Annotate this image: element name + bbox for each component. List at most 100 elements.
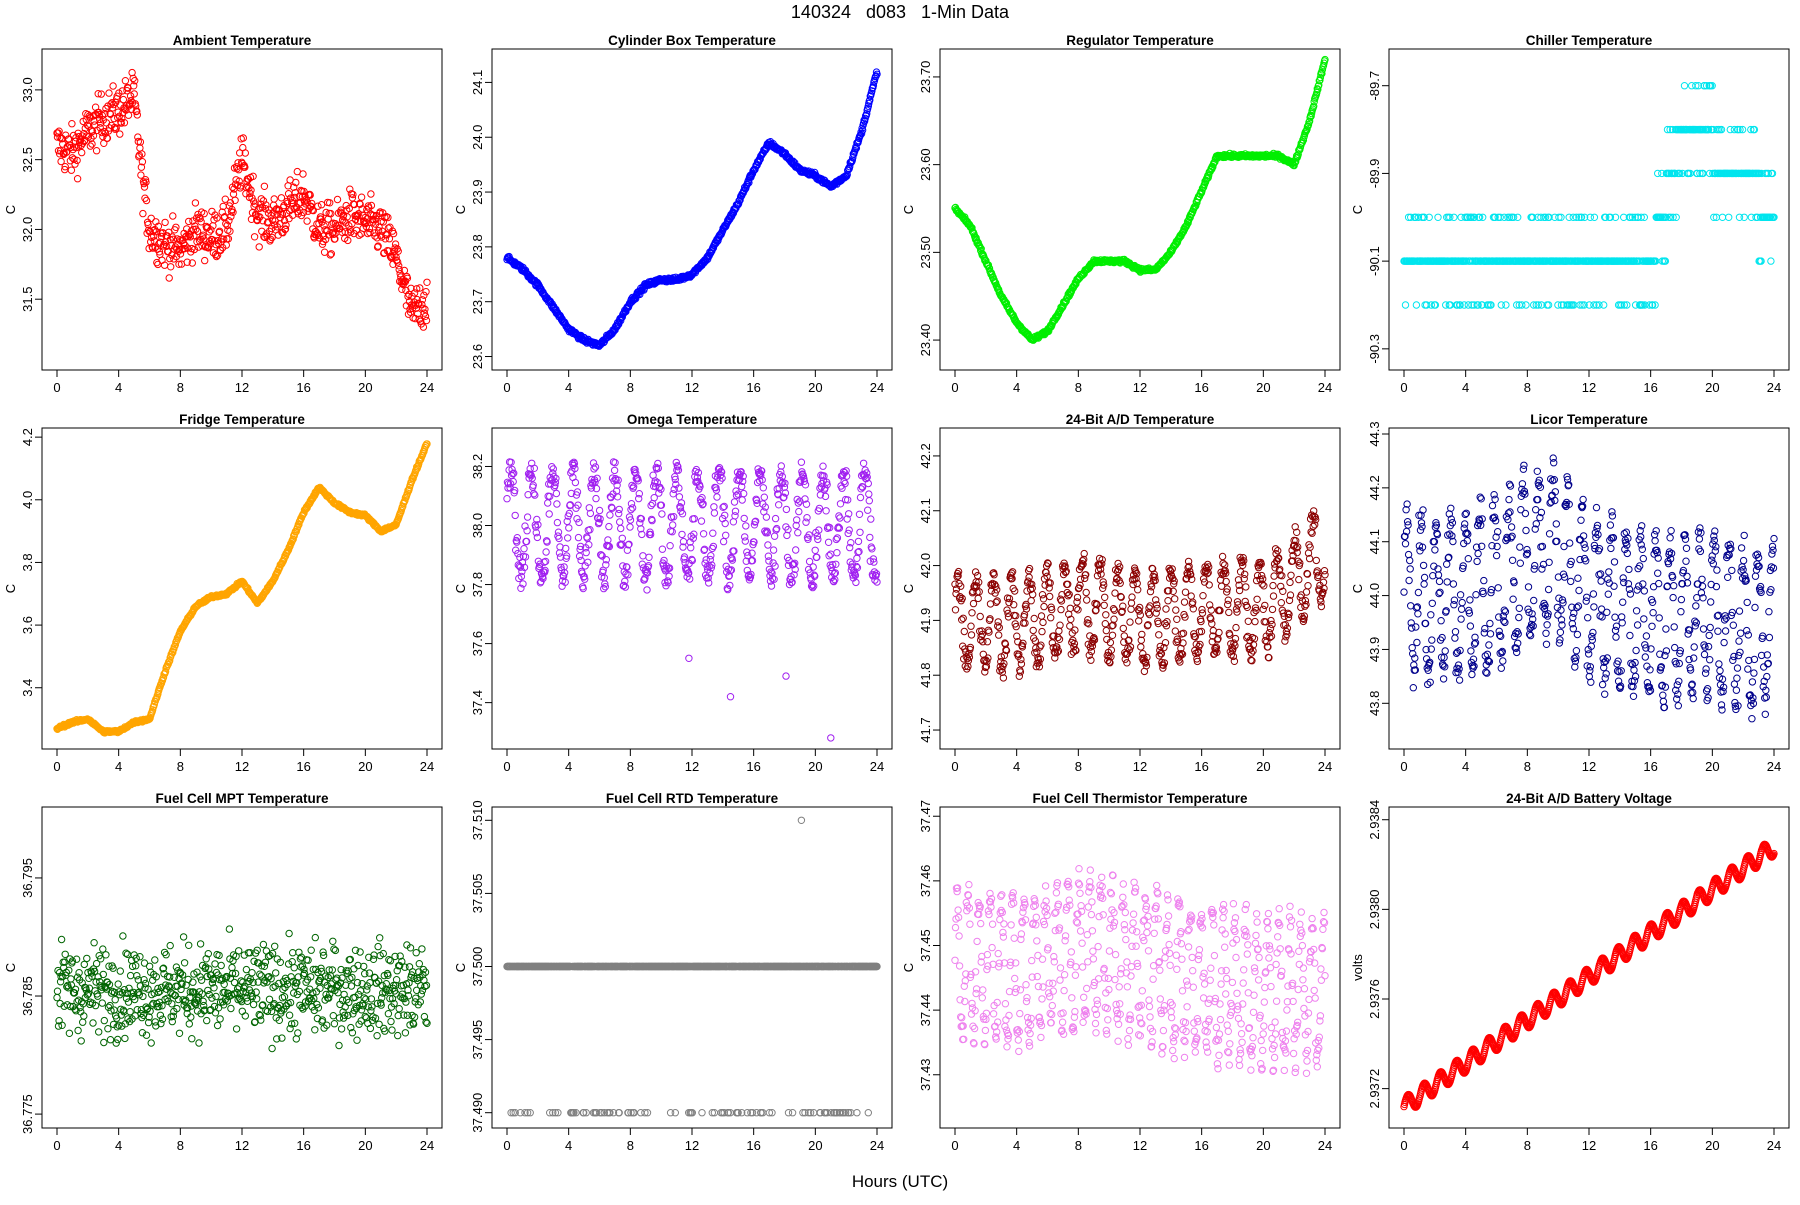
data-point [855,538,861,544]
data-point [711,510,717,516]
data-point [576,553,582,559]
data-point [1402,302,1408,308]
data-point [1039,592,1045,598]
x-tick-label: 0 [951,380,958,395]
y-tick-label: 38.2 [470,454,485,479]
data-point [1681,83,1687,89]
y-tick-label: 3.6 [20,616,35,634]
data-point [534,534,540,540]
data-point [1056,636,1062,642]
data-point [828,735,834,741]
data-point [1181,599,1187,605]
data-point [576,519,582,525]
data-point [783,673,789,679]
data-point [93,148,99,154]
data-point [543,549,549,555]
data-point [812,547,818,553]
data-point [117,131,123,137]
x-tick-label: 20 [1256,759,1270,774]
y-tick-label: 23.6 [470,344,485,369]
y-tick-label: 38.0 [470,513,485,538]
x-tick-label: 16 [746,380,760,395]
data-point [783,506,789,512]
y-tick-label: 41.9 [918,608,933,633]
x-tick-label: 8 [627,759,634,774]
y-axis-label: C [1350,205,1365,214]
y-tick-label: 42.2 [918,443,933,468]
x-tick-label: 12 [685,759,699,774]
data-point [714,494,720,500]
x-tick-label: 8 [1524,380,1531,395]
panel-title: Omega Temperature [627,412,758,427]
data-point [1503,302,1509,308]
y-tick-label: 41.8 [918,663,933,688]
y-axis-label: C [3,584,18,593]
data-point [1127,619,1133,625]
data-point [166,275,172,281]
data-point [256,244,262,250]
data-point [1135,587,1141,593]
data-point [1109,632,1115,638]
data-point [531,465,537,471]
data-point [125,112,131,118]
y-tick-label: -90.1 [1367,246,1382,276]
data-point [959,617,965,623]
data-point [1413,302,1419,308]
data-point [837,515,843,521]
x-tick-label: 0 [53,380,60,395]
data-point [860,460,866,466]
data-point [970,600,976,606]
data-point [629,505,635,511]
data-point [566,525,572,531]
data-point [1102,621,1108,627]
plot-frame [940,49,1340,370]
data-point [710,530,716,536]
y-axis-label: C [901,205,916,214]
data-point [857,494,863,500]
data-point [710,543,716,549]
data-point [866,491,872,497]
data-point [708,553,714,559]
data-point [760,485,766,491]
x-tick-label: 4 [115,759,122,774]
x-tick-label: 16 [1194,759,1208,774]
data-point [1174,616,1180,622]
x-tick-label: 16 [296,380,310,395]
data-point [784,532,790,538]
x-tick-label: 20 [358,759,372,774]
data-point [739,497,745,503]
data-point [1163,606,1169,612]
series-points [952,508,1328,681]
data-point [553,490,559,496]
data-point [1147,603,1153,609]
data-point [1040,596,1046,602]
x-tick-label: 0 [53,759,60,774]
data-point [1136,618,1142,624]
data-point [1138,644,1144,650]
data-point [866,498,872,504]
data-point [741,515,747,521]
y-axis-label: C [901,584,916,593]
data-point [192,200,198,206]
data-point [1057,622,1063,628]
x-tick-label: 4 [115,380,122,395]
data-point [556,535,562,541]
x-tick-label: 20 [808,759,822,774]
data-point [1103,612,1109,618]
y-tick-label: 23.70 [918,61,933,94]
data-point [300,171,306,177]
data-point [148,215,154,221]
data-point [798,459,804,465]
data-point [1172,628,1178,634]
data-point [667,543,673,549]
data-point [1030,627,1036,633]
data-point [778,463,784,469]
data-point [670,522,676,528]
data-point [826,553,832,559]
data-point [796,508,802,514]
data-point [162,219,168,225]
y-tick-label: 23.8 [470,234,485,259]
series-points [54,69,430,330]
data-point [1435,214,1441,220]
